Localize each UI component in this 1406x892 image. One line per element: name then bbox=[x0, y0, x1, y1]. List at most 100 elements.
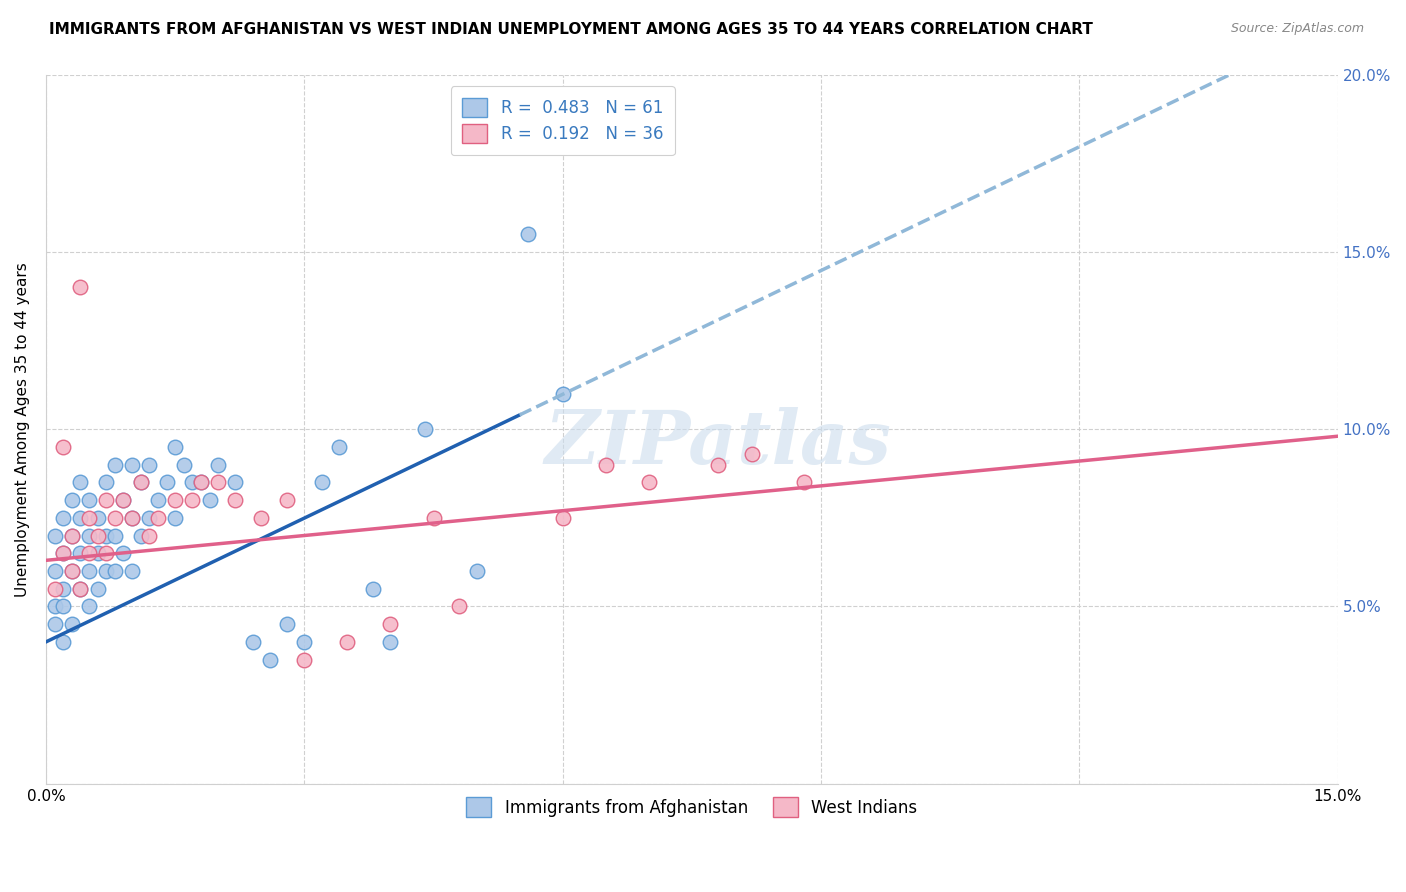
Point bbox=[77, 546, 100, 560]
Text: ZIPatlas: ZIPatlas bbox=[544, 407, 891, 480]
Point bbox=[422, 510, 444, 524]
Point bbox=[52, 546, 75, 560]
Point bbox=[69, 475, 91, 490]
Text: Source: ZipAtlas.com: Source: ZipAtlas.com bbox=[1230, 22, 1364, 36]
Point bbox=[793, 475, 815, 490]
Y-axis label: Unemployment Among Ages 35 to 44 years: Unemployment Among Ages 35 to 44 years bbox=[15, 261, 30, 597]
Point bbox=[69, 582, 91, 596]
Point bbox=[129, 475, 152, 490]
Point bbox=[190, 475, 212, 490]
Point bbox=[52, 635, 75, 649]
Point bbox=[121, 510, 143, 524]
Point bbox=[637, 475, 659, 490]
Point bbox=[465, 564, 488, 578]
Point bbox=[52, 510, 75, 524]
Point bbox=[129, 528, 152, 542]
Point bbox=[69, 280, 91, 294]
Point bbox=[181, 475, 204, 490]
Point bbox=[292, 635, 315, 649]
Point bbox=[551, 510, 574, 524]
Point bbox=[224, 475, 246, 490]
Point bbox=[146, 510, 169, 524]
Point bbox=[165, 440, 187, 454]
Point bbox=[121, 510, 143, 524]
Point bbox=[104, 564, 127, 578]
Point bbox=[146, 493, 169, 508]
Point bbox=[138, 528, 160, 542]
Point bbox=[52, 599, 75, 614]
Point bbox=[706, 458, 728, 472]
Point bbox=[96, 564, 118, 578]
Point bbox=[96, 493, 118, 508]
Point bbox=[121, 564, 143, 578]
Point bbox=[129, 475, 152, 490]
Point bbox=[104, 458, 127, 472]
Point bbox=[336, 635, 359, 649]
Point bbox=[60, 617, 83, 632]
Point bbox=[121, 458, 143, 472]
Point bbox=[112, 493, 135, 508]
Point bbox=[52, 440, 75, 454]
Point bbox=[44, 582, 66, 596]
Point bbox=[86, 528, 108, 542]
Point bbox=[60, 564, 83, 578]
Point bbox=[77, 564, 100, 578]
Point bbox=[328, 440, 350, 454]
Point bbox=[86, 582, 108, 596]
Point bbox=[595, 458, 617, 472]
Point bbox=[52, 582, 75, 596]
Point bbox=[361, 582, 384, 596]
Point bbox=[190, 475, 212, 490]
Point bbox=[60, 528, 83, 542]
Point bbox=[104, 528, 127, 542]
Point bbox=[69, 582, 91, 596]
Point bbox=[165, 510, 187, 524]
Point bbox=[44, 564, 66, 578]
Point bbox=[276, 617, 298, 632]
Point bbox=[60, 564, 83, 578]
Point bbox=[413, 422, 436, 436]
Point bbox=[104, 510, 127, 524]
Point bbox=[181, 493, 204, 508]
Point bbox=[77, 510, 100, 524]
Point bbox=[96, 528, 118, 542]
Point bbox=[96, 546, 118, 560]
Point bbox=[44, 528, 66, 542]
Point bbox=[250, 510, 273, 524]
Point bbox=[292, 652, 315, 666]
Point bbox=[69, 546, 91, 560]
Point bbox=[86, 510, 108, 524]
Point bbox=[77, 493, 100, 508]
Point bbox=[173, 458, 195, 472]
Point bbox=[198, 493, 221, 508]
Point bbox=[138, 510, 160, 524]
Point bbox=[69, 510, 91, 524]
Point bbox=[207, 475, 229, 490]
Point bbox=[242, 635, 264, 649]
Point bbox=[551, 386, 574, 401]
Point bbox=[207, 458, 229, 472]
Point bbox=[259, 652, 281, 666]
Point bbox=[311, 475, 333, 490]
Point bbox=[86, 546, 108, 560]
Point bbox=[380, 617, 402, 632]
Point bbox=[60, 493, 83, 508]
Point bbox=[44, 599, 66, 614]
Point bbox=[380, 635, 402, 649]
Point bbox=[165, 493, 187, 508]
Point bbox=[741, 447, 763, 461]
Point bbox=[517, 227, 540, 241]
Point bbox=[44, 617, 66, 632]
Point bbox=[138, 458, 160, 472]
Point bbox=[224, 493, 246, 508]
Text: IMMIGRANTS FROM AFGHANISTAN VS WEST INDIAN UNEMPLOYMENT AMONG AGES 35 TO 44 YEAR: IMMIGRANTS FROM AFGHANISTAN VS WEST INDI… bbox=[49, 22, 1092, 37]
Point bbox=[112, 493, 135, 508]
Point bbox=[77, 528, 100, 542]
Point bbox=[96, 475, 118, 490]
Point bbox=[52, 546, 75, 560]
Point bbox=[60, 528, 83, 542]
Point bbox=[77, 599, 100, 614]
Point bbox=[449, 599, 471, 614]
Point bbox=[112, 546, 135, 560]
Legend: Immigrants from Afghanistan, West Indians: Immigrants from Afghanistan, West Indian… bbox=[458, 789, 925, 825]
